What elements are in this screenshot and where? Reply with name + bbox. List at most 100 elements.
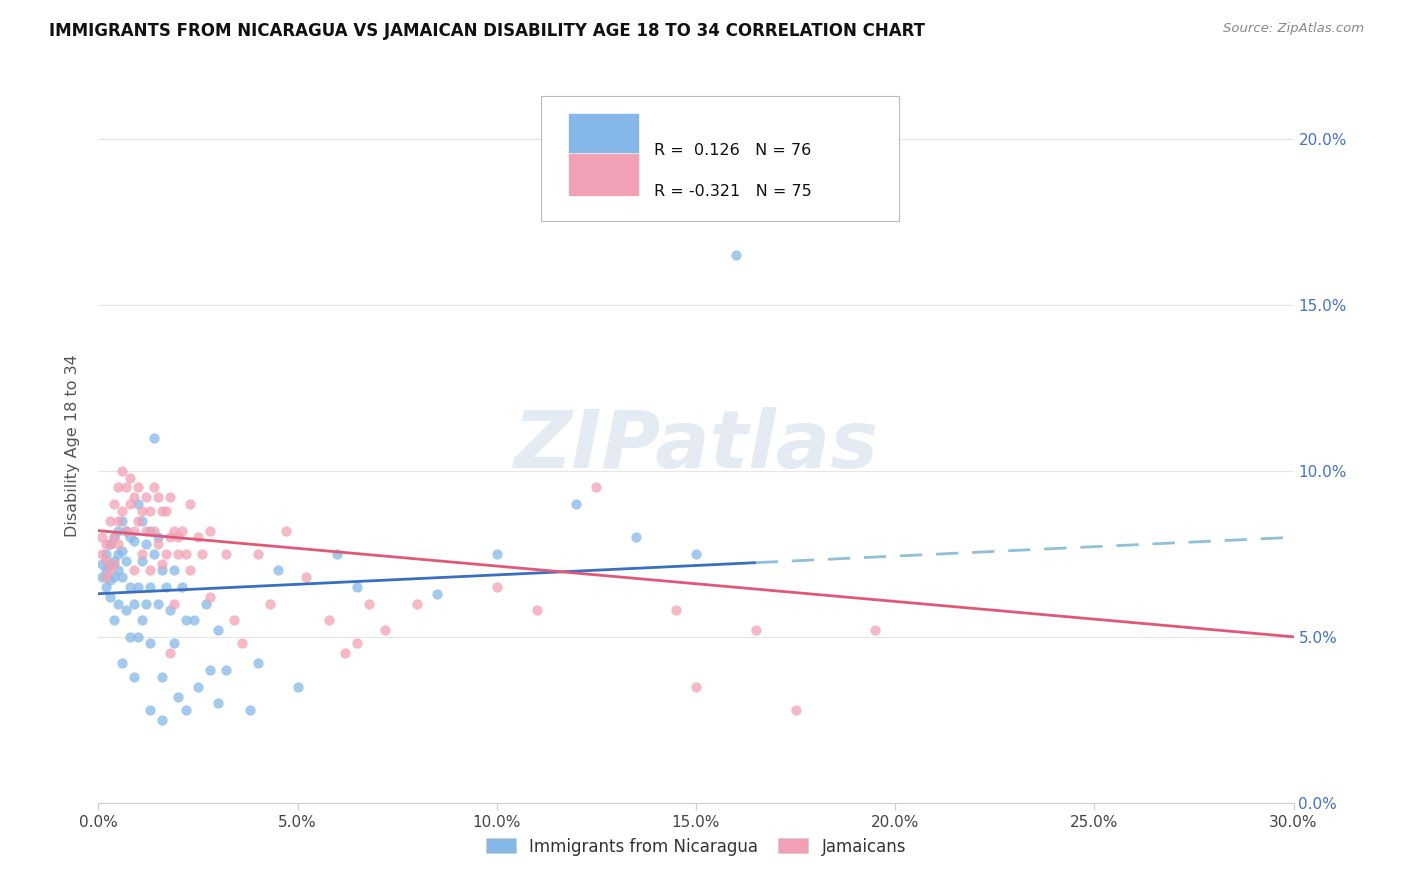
- Point: [103, 613, 125, 627]
- Point: [135, 597, 157, 611]
- Text: R = -0.321   N = 75: R = -0.321 N = 75: [654, 184, 811, 199]
- FancyBboxPatch shape: [541, 96, 900, 221]
- Point: [139, 580, 162, 594]
- Point: [163, 597, 186, 611]
- Point: [187, 530, 209, 544]
- Point: [111, 570, 134, 584]
- Point: [174, 703, 197, 717]
- Point: [127, 481, 149, 495]
- Point: [111, 657, 134, 671]
- Point: [91, 547, 114, 561]
- Point: [124, 491, 146, 505]
- Point: [163, 524, 186, 538]
- Point: [143, 481, 166, 495]
- Point: [103, 530, 125, 544]
- Point: [685, 680, 707, 694]
- Point: [485, 547, 508, 561]
- Point: [143, 547, 166, 561]
- Point: [98, 537, 122, 551]
- Point: [131, 547, 153, 561]
- Point: [107, 514, 129, 528]
- Point: [127, 630, 149, 644]
- Point: [111, 504, 134, 518]
- Point: [98, 574, 122, 588]
- Point: [191, 547, 214, 561]
- Point: [111, 514, 134, 528]
- Point: [103, 570, 125, 584]
- Point: [115, 481, 138, 495]
- Point: [207, 624, 229, 638]
- Point: [131, 613, 153, 627]
- Point: [167, 690, 190, 704]
- Point: [685, 547, 707, 561]
- Point: [143, 524, 166, 538]
- Point: [215, 547, 238, 561]
- Point: [103, 553, 125, 567]
- Point: [294, 570, 316, 584]
- Point: [91, 570, 114, 584]
- Point: [103, 530, 125, 544]
- Point: [215, 663, 238, 677]
- Point: [426, 587, 449, 601]
- Point: [96, 580, 118, 594]
- Point: [98, 564, 122, 578]
- Point: [150, 670, 173, 684]
- Point: [107, 524, 129, 538]
- Point: [139, 703, 162, 717]
- Y-axis label: Disability Age 18 to 34: Disability Age 18 to 34: [65, 355, 80, 537]
- Point: [115, 524, 138, 538]
- Point: [96, 570, 118, 584]
- Point: [246, 547, 269, 561]
- Point: [239, 703, 262, 717]
- Point: [198, 663, 221, 677]
- Point: [98, 590, 122, 604]
- Text: Source: ZipAtlas.com: Source: ZipAtlas.com: [1223, 22, 1364, 36]
- Point: [406, 597, 429, 611]
- Point: [155, 580, 177, 594]
- Point: [115, 603, 138, 617]
- Point: [326, 547, 349, 561]
- Point: [150, 557, 173, 571]
- Point: [195, 597, 218, 611]
- Point: [139, 504, 162, 518]
- Point: [724, 248, 747, 262]
- Point: [111, 464, 134, 478]
- Point: [120, 470, 142, 484]
- Point: [335, 647, 357, 661]
- FancyBboxPatch shape: [568, 112, 638, 154]
- Point: [120, 630, 142, 644]
- Point: [159, 530, 181, 544]
- Point: [148, 530, 170, 544]
- Point: [107, 481, 129, 495]
- Point: [120, 580, 142, 594]
- Point: [526, 603, 548, 617]
- Point: [187, 680, 209, 694]
- Point: [91, 557, 114, 571]
- Text: R =  0.126   N = 76: R = 0.126 N = 76: [654, 143, 811, 158]
- Point: [318, 613, 340, 627]
- Point: [115, 553, 138, 567]
- Point: [665, 603, 688, 617]
- Point: [172, 580, 194, 594]
- Point: [120, 530, 142, 544]
- Point: [155, 504, 177, 518]
- Point: [148, 537, 170, 551]
- Point: [485, 580, 508, 594]
- Point: [359, 597, 381, 611]
- Point: [626, 530, 648, 544]
- Point: [120, 497, 142, 511]
- Point: [127, 514, 149, 528]
- Point: [98, 557, 122, 571]
- Point: [198, 590, 221, 604]
- Point: [103, 497, 125, 511]
- Point: [139, 636, 162, 650]
- Point: [150, 504, 173, 518]
- Point: [91, 530, 114, 544]
- Point: [107, 564, 129, 578]
- Point: [98, 514, 122, 528]
- Point: [135, 524, 157, 538]
- Point: [131, 514, 153, 528]
- Point: [96, 537, 118, 551]
- Point: [346, 636, 368, 650]
- Point: [179, 497, 201, 511]
